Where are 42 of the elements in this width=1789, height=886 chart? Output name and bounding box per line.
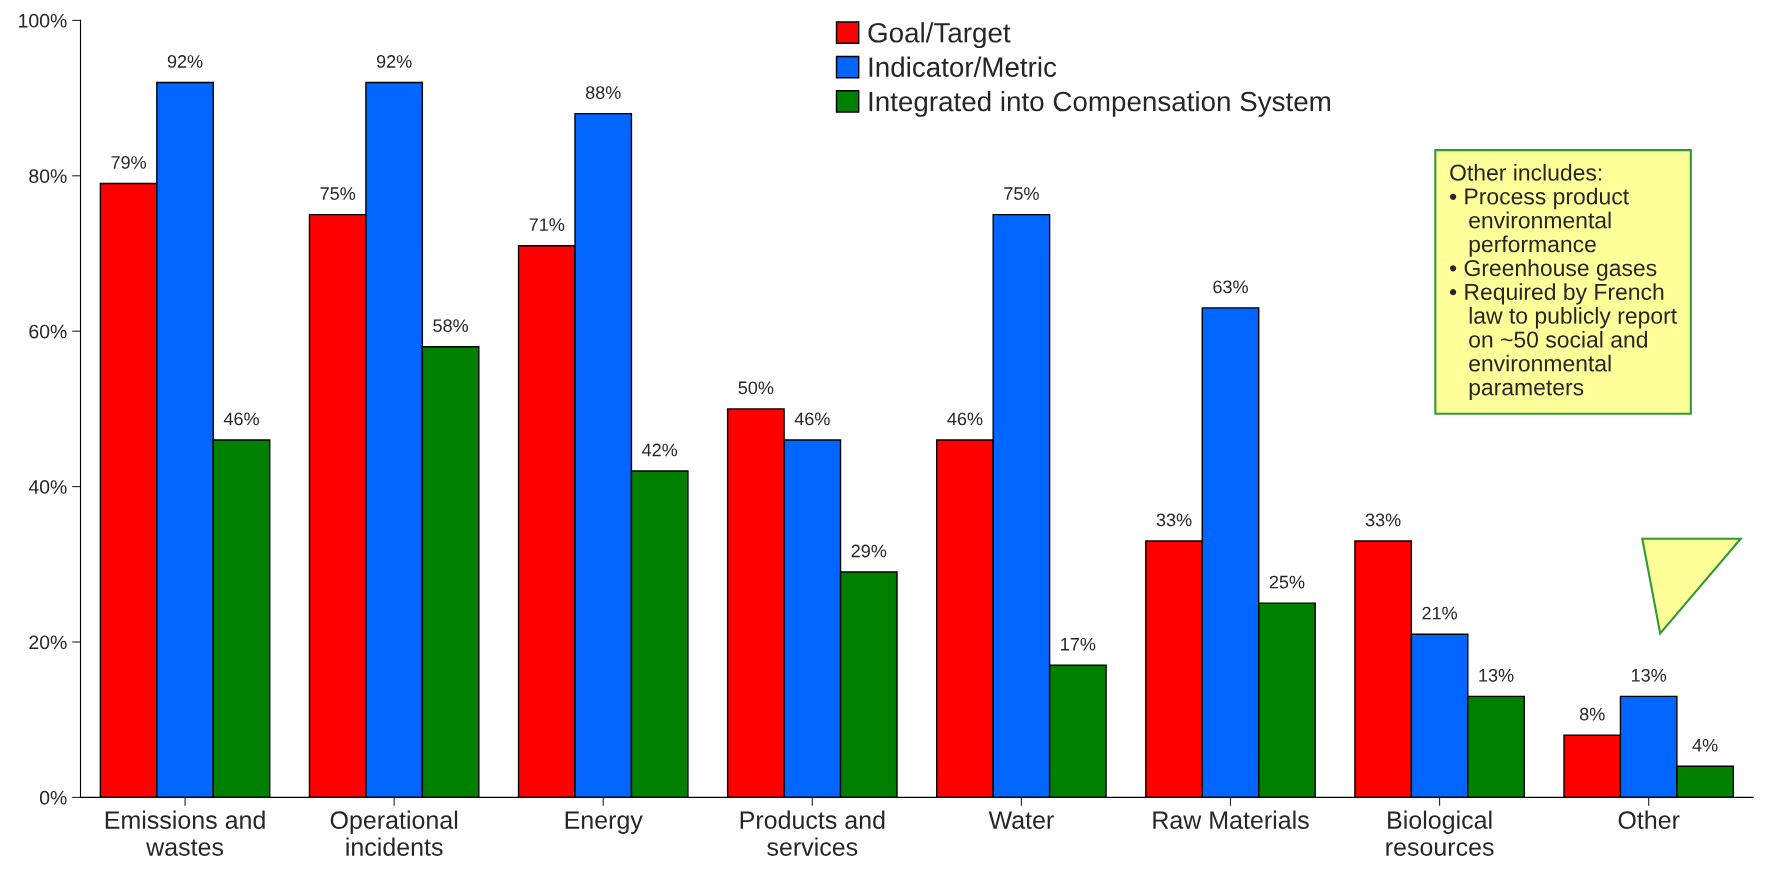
data-label: 71% — [529, 218, 565, 231]
y-tick-label: 60% — [29, 324, 67, 339]
legend-label: Indicator/Metric — [869, 56, 1057, 77]
y-tick-label: 20% — [29, 635, 67, 650]
data-label: 58% — [433, 319, 469, 333]
data-label: 92% — [167, 55, 203, 68]
data-label: 8% — [1579, 707, 1605, 721]
data-label: 33% — [1156, 513, 1192, 527]
data-label: 46% — [223, 412, 259, 426]
x-tick-label: Raw Materials — [1153, 810, 1309, 829]
data-label: 79% — [111, 156, 147, 169]
data-label: 17% — [1061, 637, 1096, 651]
y-tick-label: 100% — [19, 13, 67, 28]
y-tick-label: 80% — [29, 169, 67, 184]
data-label: 88% — [585, 86, 621, 99]
data-label: 63% — [1213, 280, 1248, 294]
data-label: 75% — [320, 187, 356, 200]
y-tick-label: 0% — [39, 790, 67, 805]
data-label: 33% — [1365, 513, 1401, 527]
data-label: 50% — [738, 381, 774, 395]
x-tick-label: Water — [988, 811, 1054, 829]
x-tick-label: Emissions and wastes — [105, 810, 265, 856]
x-tick-label: Energy — [565, 811, 643, 834]
data-label: 21% — [1422, 606, 1458, 620]
data-label: 75% — [1004, 187, 1039, 200]
x-tick-label: Operational incidents — [330, 810, 458, 856]
data-label: 46% — [794, 412, 830, 426]
data-label: 29% — [851, 544, 887, 558]
x-tick-label: Biological resources — [1386, 810, 1494, 856]
text: Other includes: • Process product environmental performance • Greenhouse gases • Required by French law to publicly report on ~50 social and environmental parameters — [1450, 163, 1677, 400]
y-tick-label: 40% — [28, 480, 67, 494]
data-label: 13% — [1479, 668, 1514, 682]
data-label: 42% — [642, 443, 678, 457]
legend-label: Goal/Target — [868, 22, 1011, 49]
data-label: 92% — [376, 55, 412, 68]
x-tick-label: Other — [1618, 810, 1680, 829]
x-tick-label: Products and services — [740, 810, 885, 856]
data-label: 4% — [1692, 738, 1718, 752]
data-label: 13% — [1631, 668, 1667, 682]
legend-label: Integrated into Compensation System — [869, 90, 1330, 117]
data-label: 25% — [1269, 575, 1305, 589]
data-label: 46% — [947, 412, 983, 426]
